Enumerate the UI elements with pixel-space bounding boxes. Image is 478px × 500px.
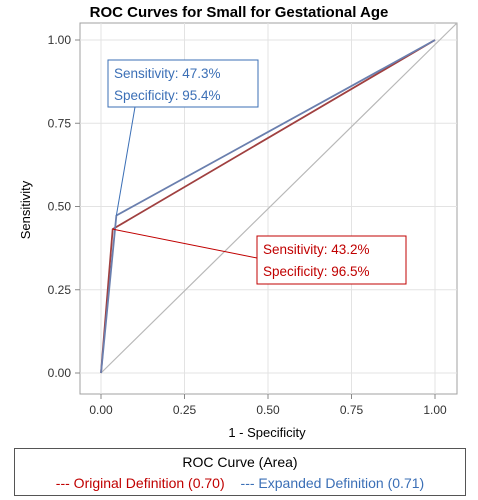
- annotation-expanded-sensitivity: Sensitivity: 47.3%: [114, 66, 221, 81]
- y-tick-label: 0.75: [48, 116, 72, 130]
- annotation-original-specificity: Specificity: 96.5%: [263, 264, 370, 279]
- annotation-expanded-leader: [115, 106, 136, 216]
- x-tick-label: 0.50: [256, 403, 280, 417]
- legend: ROC Curve (Area) --- Original Definition…: [14, 448, 466, 496]
- annotation-expanded-box: [107, 59, 259, 108]
- y-axis-label: Sensitivity: [18, 180, 33, 239]
- x-tick-label: 0.00: [89, 403, 113, 417]
- y-axis-ticks: 0.00 0.25 0.50 0.75 1.00: [48, 33, 80, 380]
- roc-chart: ROC Curves for Small for Gestational Age…: [18, 4, 458, 440]
- legend-title: ROC Curve (Area): [182, 454, 298, 470]
- y-tick-label: 0.50: [48, 200, 72, 214]
- y-tick-label: 1.00: [48, 33, 72, 47]
- legend-item-expanded: --- Expanded Definition (0.71): [240, 475, 425, 491]
- annotation-expanded-specificity: Specificity: 95.4%: [114, 88, 221, 103]
- chart-title: ROC Curves for Small for Gestational Age: [90, 4, 389, 21]
- annotation-original-leader: [112, 228, 258, 259]
- legend-item-original: --- Original Definition (0.70): [55, 475, 225, 491]
- annotation-expanded: Sensitivity: 47.3% Specificity: 95.4%: [107, 59, 259, 216]
- x-axis-ticks: 0.00 0.25 0.50 0.75 1.00: [89, 394, 447, 417]
- annotation-original: Sensitivity: 43.2% Specificity: 96.5%: [112, 228, 407, 285]
- y-tick-label: 0.00: [48, 366, 72, 380]
- reference-diagonal-line: [100, 22, 458, 374]
- annotation-original-box: [256, 235, 407, 285]
- x-tick-label: 0.75: [340, 403, 364, 417]
- x-tick-label: 1.00: [423, 403, 447, 417]
- x-axis-label: 1 - Specificity: [228, 425, 306, 440]
- legend-items: --- Original Definition (0.70) --- Expan…: [15, 475, 465, 491]
- annotation-original-sensitivity: Sensitivity: 43.2%: [263, 242, 370, 257]
- y-tick-label: 0.25: [48, 283, 72, 297]
- x-tick-label: 0.25: [173, 403, 197, 417]
- reference-diagonal: [100, 22, 458, 374]
